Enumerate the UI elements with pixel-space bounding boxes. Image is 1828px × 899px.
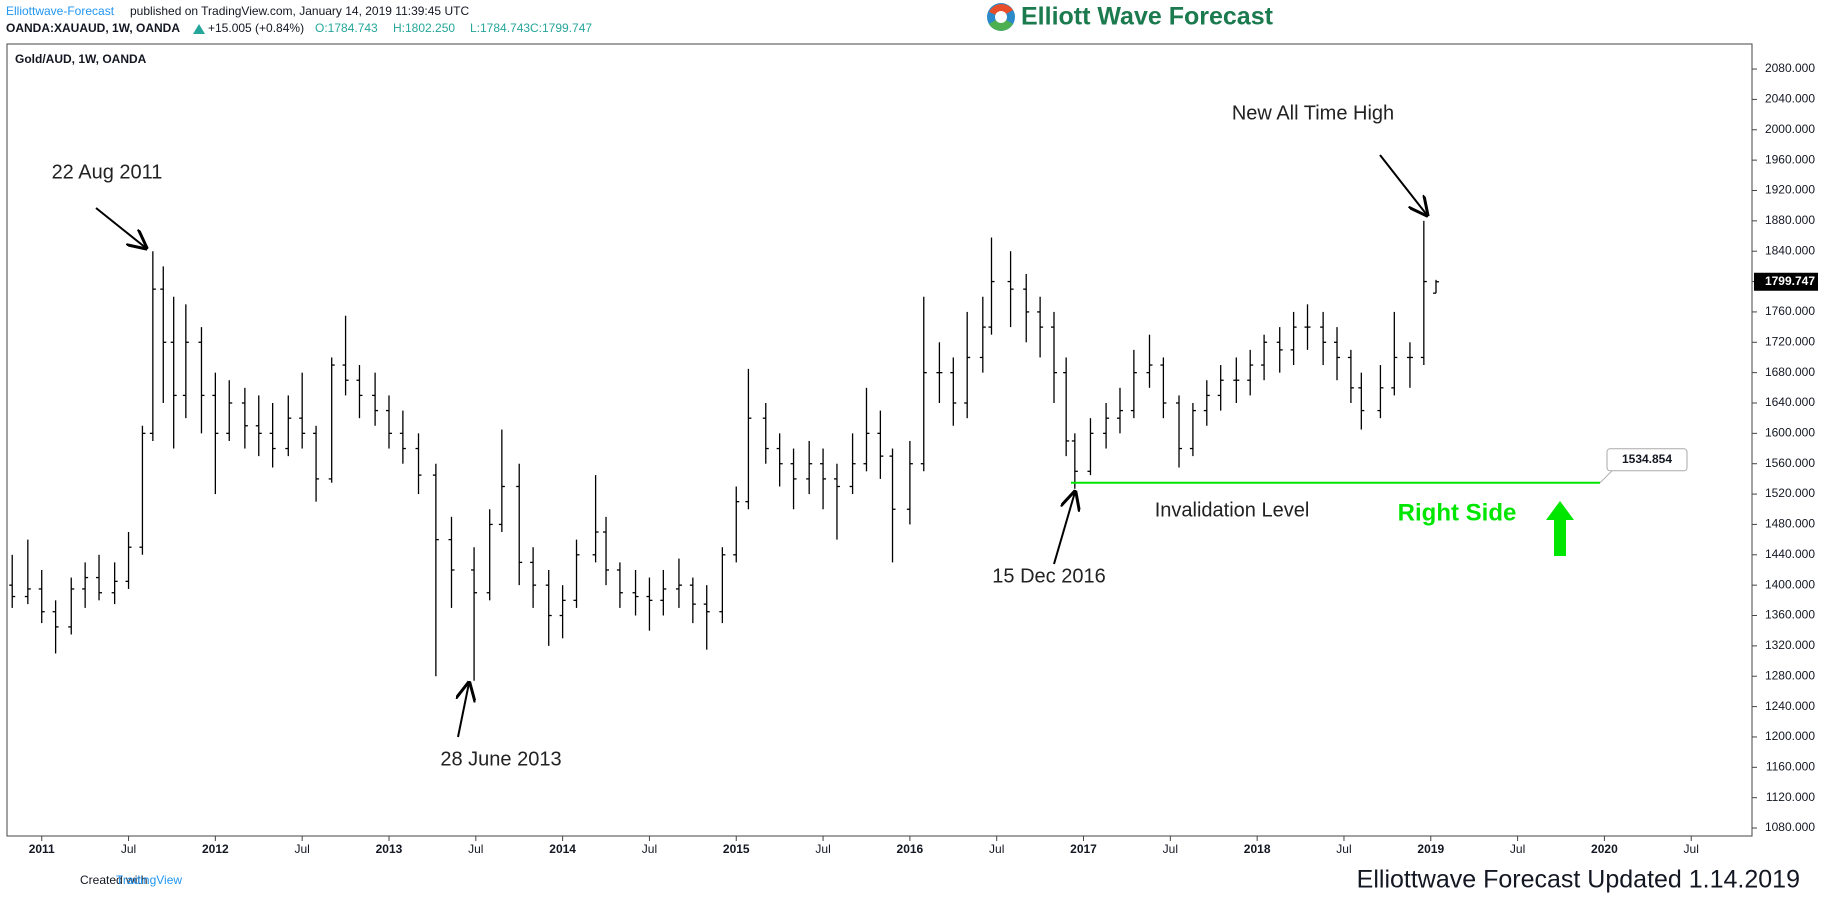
callout-box [1606, 448, 1688, 472]
annotation: 28 June 2013 [440, 748, 561, 770]
callout-label: 1534.854 [1622, 452, 1672, 466]
open: O:1784.743 [315, 21, 378, 35]
annotation: 22 Aug 2011 [52, 161, 163, 183]
y-tick-label: 1920.000 [1765, 183, 1815, 197]
brand[interactable]: TradingView [116, 873, 182, 887]
y-tick-label: 2040.000 [1765, 92, 1815, 106]
x-tick-label: Jul [295, 842, 310, 856]
x-tick-label: Jul [1336, 842, 1351, 856]
last-price-box [1754, 272, 1818, 291]
x-tick-label: Jul [642, 842, 657, 856]
x-tick-label: Jul [815, 842, 830, 856]
annotation: 15 Dec 2016 [992, 565, 1105, 587]
logo: Elliott Wave Forecast [987, 3, 1274, 31]
y-tick-label: 1080.000 [1765, 820, 1815, 834]
logo-icon [989, 17, 1013, 31]
y-tick-label: 1960.000 [1765, 152, 1815, 166]
change: +15.005 (+0.84%) [208, 21, 304, 35]
invalidation-label: Invalidation Level [1155, 499, 1310, 521]
y-tick-label: 1880.000 [1765, 213, 1815, 227]
x-tick-label: 2012 [202, 842, 229, 856]
y-tick-label: 1640.000 [1765, 395, 1815, 409]
x-tick-label: 2019 [1417, 842, 1444, 856]
y-tick-label: 1240.000 [1765, 699, 1815, 713]
x-tick-label: Jul [1684, 842, 1699, 856]
arrow [458, 683, 469, 738]
y-tick-label: 1320.000 [1765, 638, 1815, 652]
y-tick-label: 1520.000 [1765, 486, 1815, 500]
y-tick-label: 1400.000 [1765, 577, 1815, 591]
published: published on TradingView.com, January 14… [130, 4, 469, 18]
plot-frame [6, 43, 1753, 837]
close: C:1799.747 [530, 21, 592, 35]
arrow [1053, 492, 1075, 565]
y-tick-label: 1200.000 [1765, 729, 1815, 743]
updated: Elliottwave Forecast Updated 1.14.2019 [1357, 866, 1800, 894]
y-tick-label: 1480.000 [1765, 517, 1815, 531]
arrow [95, 207, 146, 248]
last-price: 1799.747 [1765, 274, 1815, 288]
logo-text: Elliott Wave Forecast [1021, 3, 1274, 31]
up-arrow [1546, 501, 1574, 556]
callout-pointer [1599, 470, 1613, 484]
y-tick-label: 1680.000 [1765, 365, 1815, 379]
x-tick-label: Jul [989, 842, 1004, 856]
x-tick-label: 2013 [376, 842, 403, 856]
x-tick-label: Jul [121, 842, 136, 856]
arrow [1379, 154, 1427, 215]
x-tick-label: 2020 [1591, 842, 1618, 856]
x-tick-label: Jul [468, 842, 483, 856]
y-tick-label: 1760.000 [1765, 304, 1815, 318]
y-tick-label: 1360.000 [1765, 608, 1815, 622]
chart-title: Gold/AUD, 1W, OANDA [15, 52, 147, 66]
created: Created with [80, 873, 147, 887]
x-tick-label: 2011 [29, 842, 55, 856]
x-tick-label: 2017 [1070, 842, 1097, 856]
y-tick-label: 1840.000 [1765, 243, 1815, 257]
x-tick-label: 2015 [723, 842, 750, 856]
x-tick-label: Jul [1163, 842, 1178, 856]
y-tick-label: 2000.000 [1765, 122, 1815, 136]
x-tick-label: 2014 [549, 842, 576, 856]
y-tick-label: 1280.000 [1765, 668, 1815, 682]
logo-icon [989, 4, 1013, 17]
y-tick-label: 1720.000 [1765, 334, 1815, 348]
y-tick-label: 1160.000 [1766, 759, 1815, 773]
annotation: Right Side [1398, 499, 1517, 526]
symbol: OANDA:XAUAUD, 1W, OANDA [6, 21, 180, 35]
x-tick-label: 2018 [1244, 842, 1271, 856]
annotation: New All Time High [1232, 102, 1394, 124]
y-tick-label: 2080.000 [1765, 61, 1815, 75]
y-tick-label: 1560.000 [1765, 456, 1815, 470]
x-tick-label: 2016 [897, 842, 924, 856]
up-icon [193, 24, 205, 34]
y-tick-label: 1440.000 [1765, 547, 1815, 561]
high: H:1802.250 [393, 21, 455, 35]
arrows [95, 154, 1427, 738]
author[interactable]: Elliottwave-Forecast [6, 4, 115, 18]
y-tick-label: 1600.000 [1765, 426, 1815, 440]
y-tick-label: 1120.000 [1766, 790, 1815, 804]
x-tick-label: Jul [1510, 842, 1525, 856]
logo-icon [995, 11, 1007, 23]
low: L:1784.743 [470, 21, 530, 35]
